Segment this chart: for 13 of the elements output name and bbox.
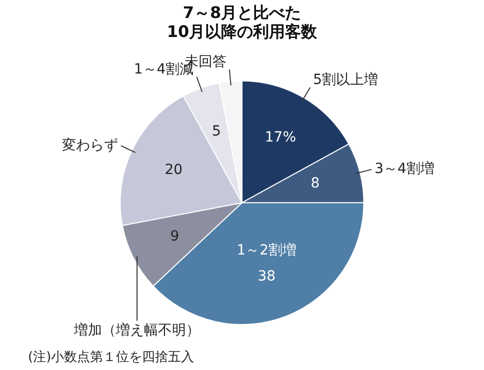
data-label: 38 [258, 268, 276, 285]
data-label: 5 [212, 123, 221, 140]
data-label: 20 [164, 162, 183, 178]
slice-label: 変わらず [62, 137, 118, 154]
slice-label: 1～2割増 [236, 242, 297, 259]
slice-label: 3～4割増 [374, 160, 434, 178]
data-label: 9 [170, 228, 180, 245]
text: (注)小数点第１位を四捨五入 [28, 349, 194, 366]
data-label: 17% [264, 129, 296, 146]
chart-title: 7～8月と比べた 10月以降の利用客数 [166, 2, 318, 41]
data-label: 8 [310, 176, 320, 192]
slice-label: 5割以上増 [313, 71, 378, 88]
slice-label: 増加（増え幅不明） [73, 321, 200, 338]
